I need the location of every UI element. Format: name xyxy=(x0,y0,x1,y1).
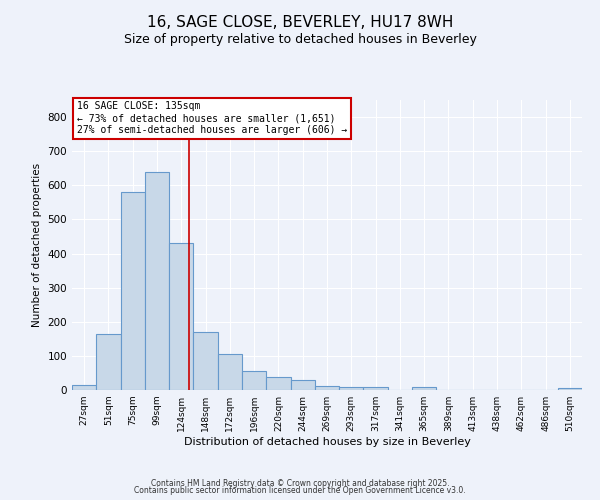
Bar xyxy=(290,380,315,390)
Text: 16, SAGE CLOSE, BEVERLEY, HU17 8WH: 16, SAGE CLOSE, BEVERLEY, HU17 8WH xyxy=(147,15,453,30)
Bar xyxy=(145,172,169,390)
Bar xyxy=(558,388,582,390)
Bar xyxy=(193,332,218,390)
Bar xyxy=(339,386,364,390)
Y-axis label: Number of detached properties: Number of detached properties xyxy=(32,163,42,327)
Bar xyxy=(242,371,266,390)
Text: 16 SAGE CLOSE: 135sqm
← 73% of detached houses are smaller (1,651)
27% of semi-d: 16 SAGE CLOSE: 135sqm ← 73% of detached … xyxy=(77,102,347,134)
Bar xyxy=(72,385,96,390)
Bar xyxy=(266,377,290,390)
Bar xyxy=(412,388,436,390)
Text: Size of property relative to detached houses in Beverley: Size of property relative to detached ho… xyxy=(124,32,476,46)
X-axis label: Distribution of detached houses by size in Beverley: Distribution of detached houses by size … xyxy=(184,437,470,447)
Text: Contains public sector information licensed under the Open Government Licence v3: Contains public sector information licen… xyxy=(134,486,466,495)
Bar xyxy=(96,334,121,390)
Bar xyxy=(169,244,193,390)
Bar xyxy=(364,386,388,390)
Text: Contains HM Land Registry data © Crown copyright and database right 2025.: Contains HM Land Registry data © Crown c… xyxy=(151,478,449,488)
Bar xyxy=(315,386,339,390)
Bar xyxy=(218,354,242,390)
Bar xyxy=(121,192,145,390)
